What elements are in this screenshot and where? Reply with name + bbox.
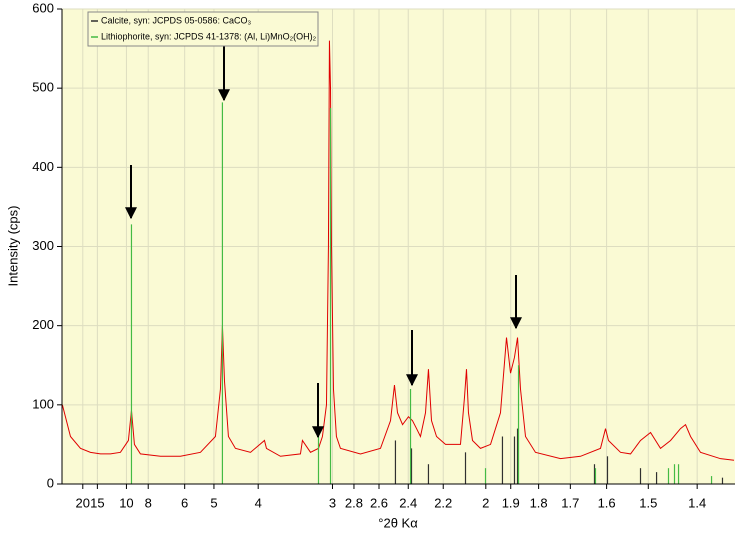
legend-label: Lithiophorite, syn: JCPDS 41-1378: (Al, … [101,31,317,41]
y-tick-label: 600 [32,0,54,15]
x-tick-label: 2.4 [399,495,417,510]
y-tick-label: 100 [32,396,54,411]
x-tick-label: 6 [181,495,188,510]
x-tick-label: 3 [329,495,336,510]
x-tick-label: 1.5 [639,495,657,510]
x-tick-label: 2.2 [434,495,452,510]
x-tick-label: 5 [210,495,217,510]
x-tick-label: 2.8 [345,495,363,510]
diffraction-pattern [61,40,735,461]
y-tick-label: 300 [32,238,54,253]
x-axis-label: °2θ Kα [378,515,418,530]
x-tick-label: 15 [90,495,104,510]
y-tick-label: 500 [32,80,54,95]
y-tick-label: 0 [47,475,54,490]
y-tick-label: 200 [32,317,54,332]
legend-box [87,11,319,47]
x-tick-label: 10 [119,495,133,510]
legend-label: Calcite, syn: JCPDS 05-0586: CaCO₃ [101,15,252,25]
x-tick-label: 2.6 [370,495,388,510]
x-tick-label: 4 [255,495,262,510]
arrows [125,45,522,439]
x-tick-label: 2 [482,495,489,510]
y-axis-label: Intensity (cps) [5,206,20,287]
x-tick-label: 20 [76,495,90,510]
x-tick-label: 1.4 [688,495,706,510]
y-tick-label: 400 [32,159,54,174]
x-tick-label: 8 [145,495,152,510]
x-tick-label: 1.9 [502,495,520,510]
x-tick-label: 1.7 [561,495,579,510]
x-tick-label: 1.6 [598,495,616,510]
x-tick-label: 1.8 [530,495,548,510]
